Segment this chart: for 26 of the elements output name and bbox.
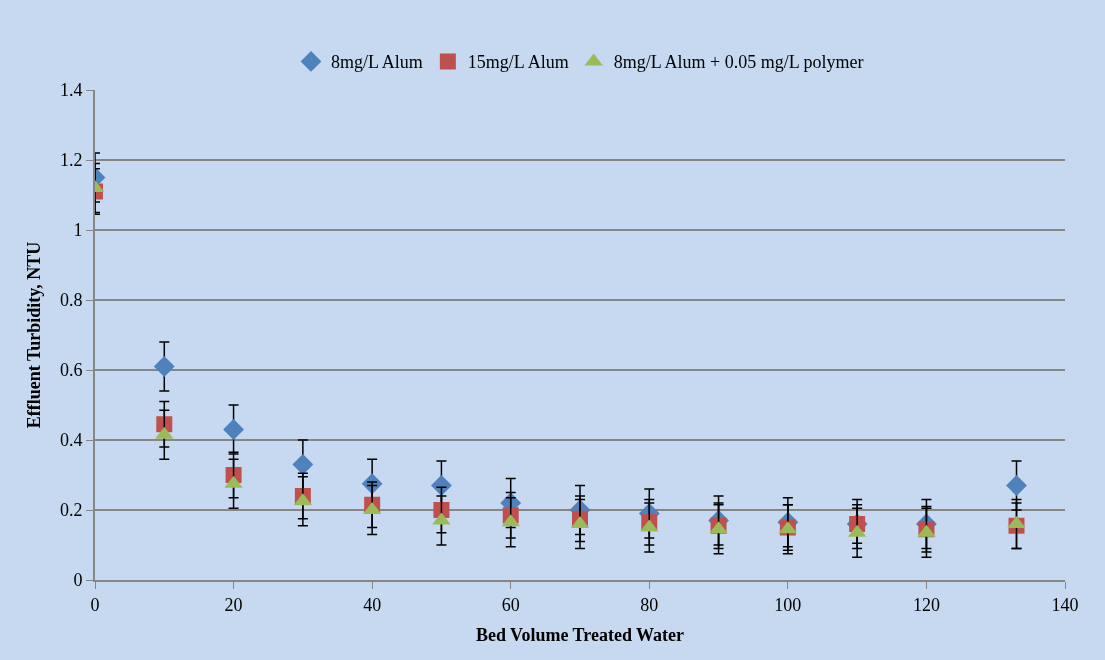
- x-tick-label: 140: [1051, 594, 1079, 615]
- y-tick-label: 1: [73, 220, 83, 241]
- y-tick-label: 0.8: [59, 290, 83, 311]
- y-tick-label: 1.2: [59, 150, 83, 171]
- point: [1006, 475, 1027, 496]
- x-tick-label: 20: [224, 594, 243, 615]
- x-tick-label: 100: [774, 594, 802, 615]
- y-tick-label: 0.6: [59, 360, 83, 381]
- y-axis-title: Effluent Turbidity, NTU: [23, 241, 44, 429]
- y-tick-label: 1.4: [59, 80, 83, 101]
- point: [153, 356, 175, 377]
- legend-label: 8mg/L Alum: [331, 52, 423, 73]
- x-tick-label: 40: [363, 594, 382, 615]
- x-tick-label: 60: [501, 594, 520, 615]
- y-tick-label: 0.4: [59, 430, 83, 451]
- point: [292, 454, 314, 475]
- x-tick-label: 80: [640, 594, 659, 615]
- x-axis-title: Bed Volume Treated Water: [475, 625, 685, 646]
- x-tick-label: 0: [90, 594, 100, 615]
- x-tick-label: 120: [912, 594, 940, 615]
- point: [431, 475, 452, 496]
- legend-label: 8mg/L Alum + 0.05 mg/L polymer: [613, 52, 864, 73]
- legend-label: 15mg/L Alum: [467, 52, 569, 73]
- point: [223, 419, 244, 440]
- y-tick-label: 0: [73, 570, 83, 591]
- y-tick-label: 0.2: [59, 500, 83, 521]
